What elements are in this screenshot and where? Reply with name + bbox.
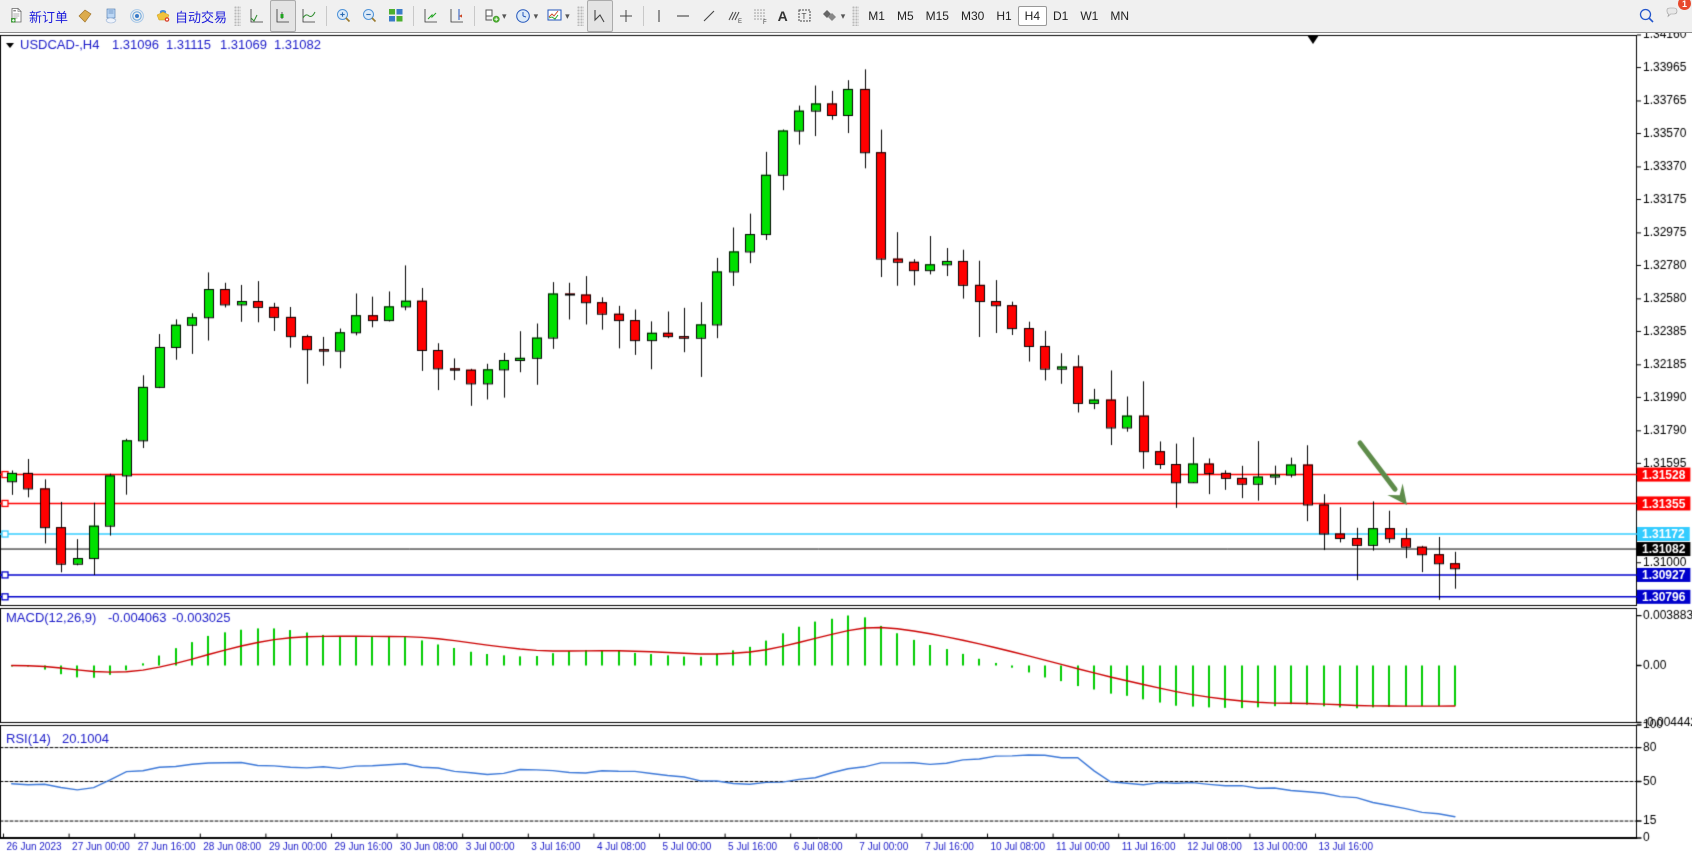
svg-text:T: T bbox=[801, 12, 806, 21]
svg-text:E: E bbox=[738, 19, 742, 25]
svg-text:F: F bbox=[763, 20, 767, 25]
